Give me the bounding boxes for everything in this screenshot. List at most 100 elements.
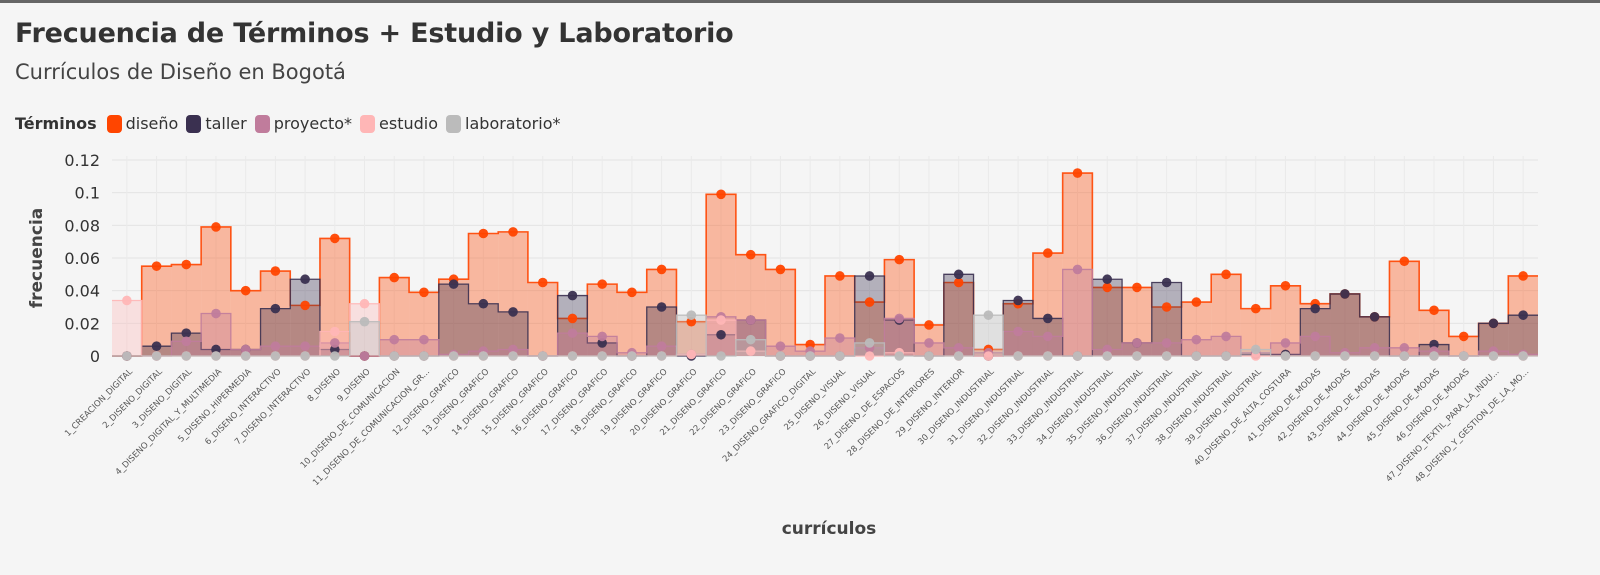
point-proyecto[interactable] <box>745 315 756 325</box>
point-diseno[interactable] <box>151 261 162 271</box>
point-laboratorio[interactable] <box>1280 351 1291 361</box>
point-estudio[interactable] <box>330 326 340 337</box>
point-diseno[interactable] <box>1399 256 1410 267</box>
point-taller[interactable] <box>1013 295 1023 306</box>
point-laboratorio[interactable] <box>1161 351 1172 361</box>
point-proyecto[interactable] <box>211 308 221 319</box>
point-taller[interactable] <box>300 274 310 285</box>
point-proyecto[interactable] <box>656 341 667 352</box>
point-laboratorio[interactable] <box>122 351 132 361</box>
point-proyecto[interactable] <box>1369 343 1380 353</box>
point-laboratorio[interactable] <box>211 351 221 361</box>
point-proyecto[interactable] <box>1221 331 1231 342</box>
point-laboratorio[interactable] <box>270 351 281 361</box>
point-estudio[interactable] <box>686 349 697 360</box>
point-diseno[interactable] <box>1280 280 1291 291</box>
point-diseno[interactable] <box>656 264 667 275</box>
point-proyecto[interactable] <box>835 333 845 343</box>
point-diseno[interactable] <box>211 222 221 232</box>
point-estudio[interactable] <box>122 295 132 306</box>
point-estudio[interactable] <box>864 351 875 361</box>
point-taller[interactable] <box>1310 303 1320 314</box>
point-diseno[interactable] <box>300 300 310 311</box>
point-laboratorio[interactable] <box>567 351 578 361</box>
point-proyecto[interactable] <box>924 338 934 348</box>
point-laboratorio[interactable] <box>716 351 726 361</box>
point-laboratorio[interactable] <box>240 351 251 361</box>
point-diseno[interactable] <box>1102 282 1113 293</box>
point-laboratorio[interactable] <box>1221 351 1231 361</box>
point-laboratorio[interactable] <box>300 351 310 361</box>
point-proyecto[interactable] <box>300 341 310 352</box>
point-proyecto[interactable] <box>1161 338 1172 348</box>
point-proyecto[interactable] <box>1043 331 1053 342</box>
point-laboratorio[interactable] <box>330 351 340 361</box>
point-proyecto[interactable] <box>775 341 786 352</box>
point-diseno[interactable] <box>627 287 637 298</box>
point-laboratorio[interactable] <box>448 351 459 361</box>
point-diseno[interactable] <box>1458 331 1469 342</box>
point-diseno[interactable] <box>894 254 905 265</box>
point-proyecto[interactable] <box>330 338 340 348</box>
point-proyecto[interactable] <box>953 343 964 353</box>
legend-item-estudio[interactable]: estudio <box>360 114 438 133</box>
point-taller[interactable] <box>508 307 518 317</box>
point-taller[interactable] <box>270 303 281 314</box>
point-proyecto[interactable] <box>1191 334 1202 345</box>
point-proyecto[interactable] <box>597 331 607 342</box>
point-diseno[interactable] <box>389 272 400 283</box>
point-proyecto[interactable] <box>1072 264 1083 275</box>
point-diseno[interactable] <box>1072 168 1083 178</box>
point-estudio[interactable] <box>983 351 994 361</box>
point-laboratorio[interactable] <box>1132 351 1142 361</box>
point-laboratorio[interactable] <box>151 351 162 361</box>
point-estudio[interactable] <box>359 298 370 309</box>
point-laboratorio[interactable] <box>1310 351 1320 361</box>
point-laboratorio[interactable] <box>1013 351 1023 361</box>
point-proyecto[interactable] <box>419 334 429 345</box>
point-taller[interactable] <box>656 302 667 312</box>
point-taller[interactable] <box>1340 289 1350 299</box>
point-laboratorio[interactable] <box>656 351 667 361</box>
point-laboratorio[interactable] <box>864 338 875 348</box>
point-laboratorio[interactable] <box>478 351 489 361</box>
point-laboratorio[interactable] <box>835 351 845 361</box>
point-diseno[interactable] <box>716 189 726 200</box>
point-laboratorio[interactable] <box>1340 351 1350 361</box>
point-taller[interactable] <box>1488 318 1499 329</box>
point-taller[interactable] <box>151 341 162 352</box>
point-proyecto[interactable] <box>181 336 192 347</box>
point-laboratorio[interactable] <box>1072 351 1083 361</box>
point-diseno[interactable] <box>953 277 964 288</box>
point-laboratorio[interactable] <box>389 351 400 361</box>
point-taller[interactable] <box>478 298 489 309</box>
point-laboratorio[interactable] <box>1191 351 1202 361</box>
point-estudio[interactable] <box>745 346 756 356</box>
point-estudio[interactable] <box>716 315 726 325</box>
point-diseno[interactable] <box>924 320 934 330</box>
point-taller[interactable] <box>716 329 726 340</box>
point-diseno[interactable] <box>745 249 756 260</box>
point-laboratorio[interactable] <box>805 351 815 361</box>
point-laboratorio[interactable] <box>1250 344 1261 355</box>
point-taller[interactable] <box>448 279 459 289</box>
point-laboratorio[interactable] <box>597 351 607 361</box>
point-diseno[interactable] <box>419 287 429 298</box>
point-laboratorio[interactable] <box>983 310 994 320</box>
point-laboratorio[interactable] <box>1518 351 1528 361</box>
point-proyecto[interactable] <box>894 313 905 324</box>
point-diseno[interactable] <box>567 313 578 324</box>
point-laboratorio[interactable] <box>686 310 697 320</box>
point-laboratorio[interactable] <box>1488 351 1499 361</box>
point-diseno[interactable] <box>1043 248 1053 258</box>
point-taller[interactable] <box>1161 277 1172 288</box>
point-proyecto[interactable] <box>359 351 370 361</box>
point-taller[interactable] <box>1043 313 1053 324</box>
point-diseno[interactable] <box>835 271 845 281</box>
legend-item-diseno[interactable]: diseño <box>106 114 178 133</box>
point-laboratorio[interactable] <box>1369 351 1380 361</box>
point-diseno[interactable] <box>330 233 340 244</box>
point-proyecto[interactable] <box>1132 338 1142 348</box>
point-laboratorio[interactable] <box>537 351 548 361</box>
point-proyecto[interactable] <box>389 334 400 345</box>
